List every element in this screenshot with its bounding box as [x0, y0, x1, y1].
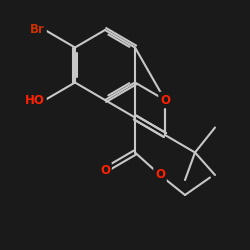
Text: HO: HO	[25, 94, 45, 106]
Text: O: O	[160, 94, 170, 106]
Text: Br: Br	[30, 24, 45, 36]
Text: O: O	[155, 168, 165, 181]
Text: O: O	[100, 164, 110, 176]
